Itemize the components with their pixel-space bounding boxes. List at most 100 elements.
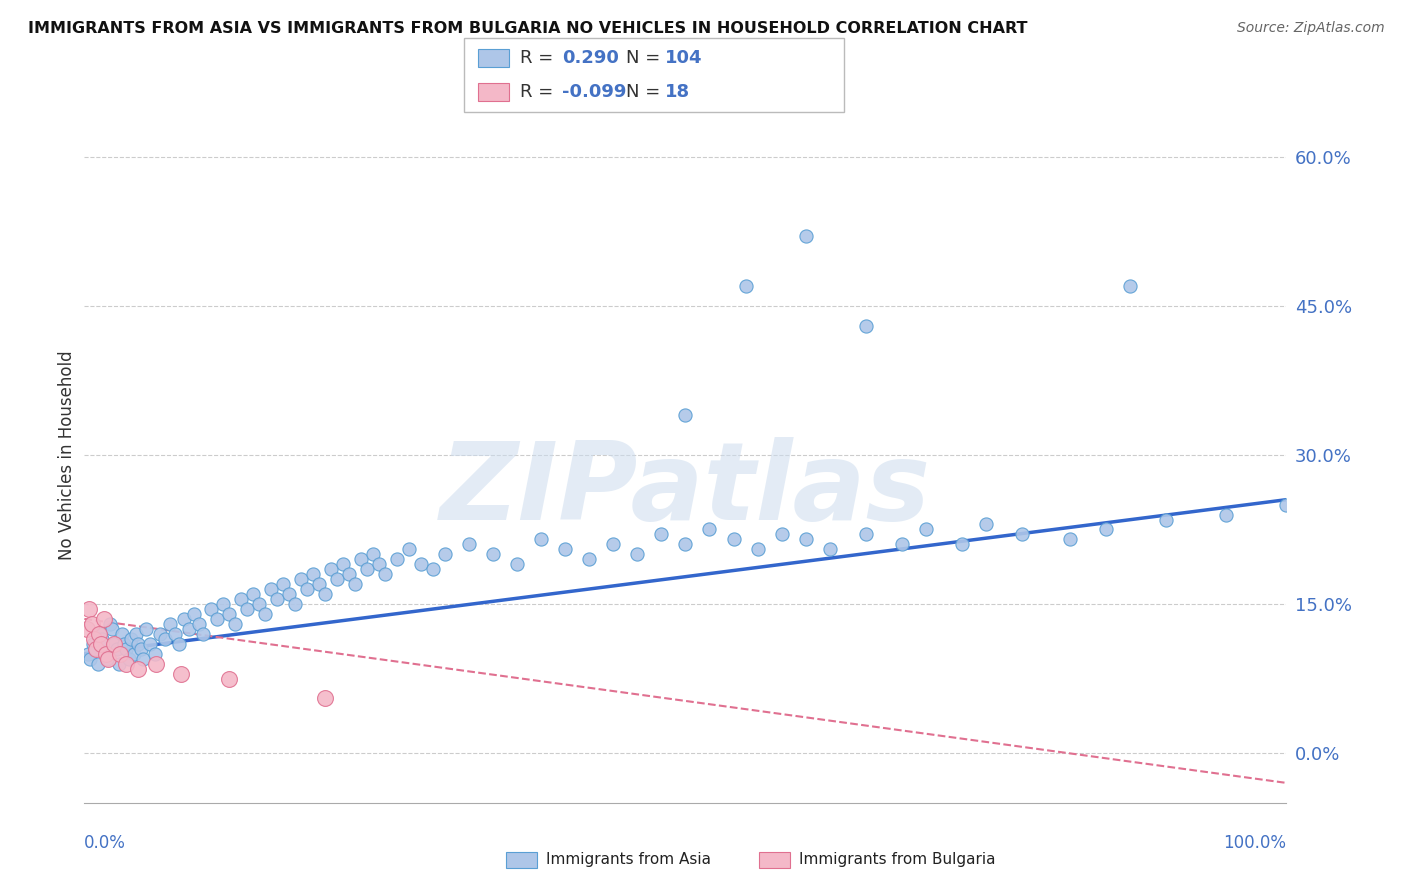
Text: ZIPatlas: ZIPatlas (440, 437, 931, 542)
Point (332, 558, 354, 572)
Point (77, 647, 100, 661)
Point (87, 627, 110, 641)
Text: 18: 18 (665, 83, 690, 101)
Point (169, 637, 191, 651)
Point (290, 572, 312, 586)
Text: N =: N = (626, 83, 665, 101)
Point (135, 622, 157, 636)
Point (120, 632, 142, 646)
Point (434, 547, 457, 561)
Point (915, 523, 938, 537)
Point (266, 592, 288, 607)
Point (356, 562, 378, 576)
Point (626, 547, 648, 561)
Point (125, 627, 148, 641)
Point (260, 582, 283, 596)
Point (79, 651, 101, 665)
Point (143, 647, 166, 661)
Point (139, 637, 162, 651)
Point (326, 572, 349, 586)
Point (1095, 523, 1118, 537)
Point (118, 651, 141, 665)
Point (385, 552, 408, 566)
Point (163, 627, 186, 641)
Text: IMMIGRANTS FROM ASIA VS IMMIGRANTS FROM BULGARIA NO VEHICLES IN HOUSEHOLD CORREL: IMMIGRANTS FROM ASIA VS IMMIGRANTS FROM … (28, 21, 1028, 36)
Point (675, 537, 697, 551)
Text: Immigrants from Bulgaria: Immigrants from Bulgaria (799, 853, 995, 867)
Point (602, 537, 624, 551)
Point (950, 537, 973, 551)
Point (94, 647, 117, 661)
Point (112, 637, 135, 651)
Point (235, 602, 257, 616)
Point (127, 637, 149, 651)
Point (1119, 279, 1142, 293)
Point (747, 542, 769, 557)
Point (319, 562, 342, 576)
Point (187, 616, 209, 631)
Point (177, 622, 200, 636)
Text: 0.0%: 0.0% (84, 834, 127, 852)
Point (94, 647, 117, 661)
Point (361, 547, 384, 561)
Point (103, 637, 125, 651)
Point (193, 627, 215, 641)
Point (183, 607, 205, 621)
Point (80, 616, 103, 631)
Point (247, 597, 270, 611)
Point (83, 632, 105, 646)
Point (218, 672, 240, 686)
Point (82, 637, 104, 651)
Point (301, 567, 323, 582)
Point (211, 597, 233, 611)
Point (337, 567, 360, 582)
Point (205, 612, 228, 626)
Text: 100.0%: 100.0% (1223, 834, 1286, 852)
Point (1275, 498, 1298, 512)
Point (350, 552, 373, 566)
Point (1059, 533, 1081, 547)
Point (97, 651, 120, 665)
Point (482, 547, 505, 561)
Point (115, 657, 138, 671)
Y-axis label: No Vehicles in Household: No Vehicles in Household (58, 350, 76, 560)
Point (77, 602, 100, 616)
Point (271, 577, 294, 591)
Point (890, 537, 912, 551)
Point (506, 558, 529, 572)
Point (103, 637, 125, 651)
Point (76, 622, 98, 636)
Point (108, 657, 131, 671)
Point (398, 542, 420, 557)
Point (169, 666, 191, 681)
Point (343, 577, 366, 591)
Text: N =: N = (626, 49, 665, 67)
Point (98, 616, 121, 631)
Point (818, 542, 841, 557)
Point (530, 533, 553, 547)
Point (308, 577, 330, 591)
Point (253, 607, 276, 621)
Point (277, 587, 299, 601)
Point (110, 647, 132, 661)
Point (224, 616, 246, 631)
Text: 0.290: 0.290 (562, 49, 619, 67)
Point (367, 558, 389, 572)
Point (794, 533, 817, 547)
Point (458, 537, 481, 551)
Point (86, 641, 108, 656)
Point (734, 279, 756, 293)
Point (218, 607, 240, 621)
Point (129, 641, 152, 656)
Point (675, 408, 697, 422)
Point (314, 691, 336, 706)
Point (93, 612, 115, 626)
Point (855, 318, 877, 333)
Point (855, 527, 877, 541)
Point (122, 647, 145, 661)
Text: Immigrants from Asia: Immigrants from Asia (546, 853, 710, 867)
Point (96, 651, 118, 665)
Point (409, 558, 432, 572)
Point (86, 657, 108, 671)
Point (422, 562, 444, 576)
